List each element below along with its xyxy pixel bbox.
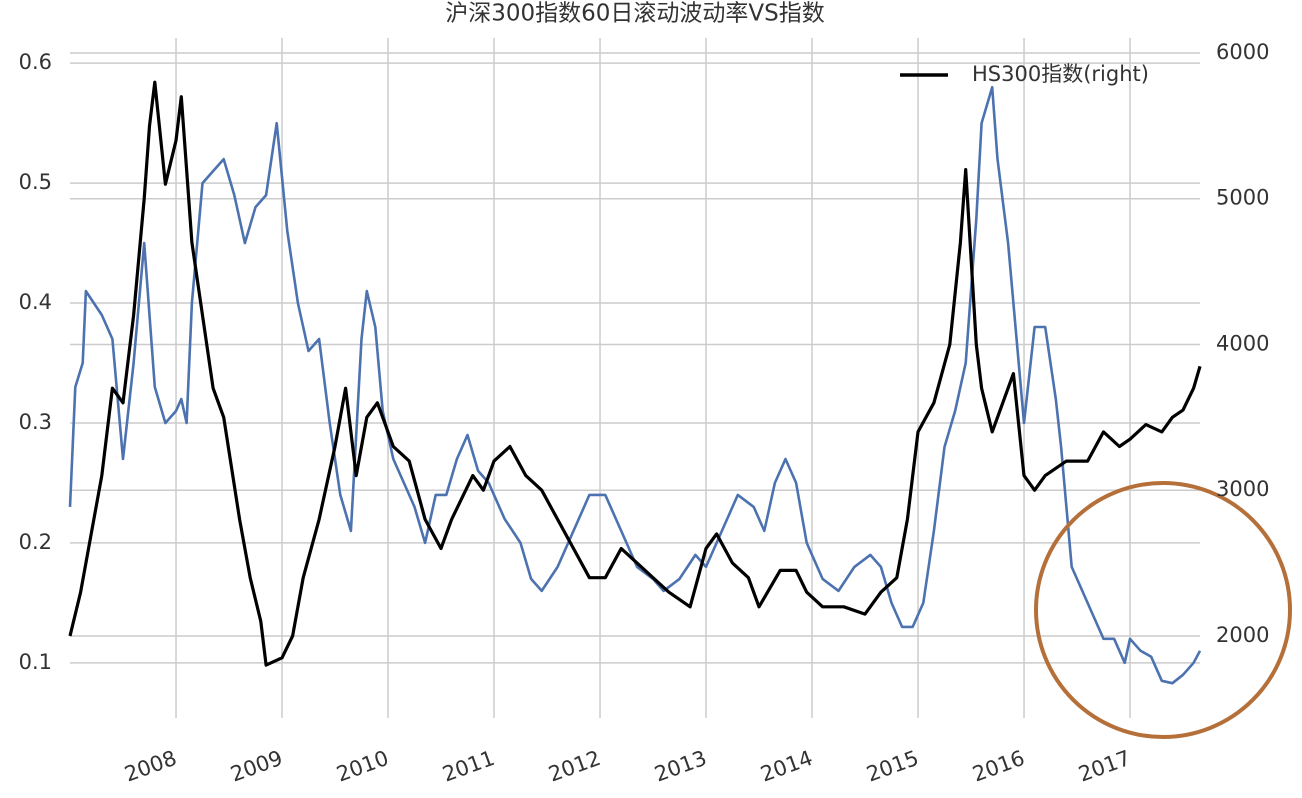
plot-area [70,38,1200,718]
y2-tick-label: 5000 [1216,186,1269,210]
y-tick-label: 0.6 [19,50,52,74]
y-tick-label: 0.1 [19,650,52,674]
x-tick-label: 2015 [863,746,921,787]
x-tick-label: 2010 [333,746,391,787]
series-line [68,80,1202,667]
chart-title: 沪深300指数60日滚动波动率VS指数 [445,1,825,27]
highlight-circle [1034,481,1292,739]
y2-tick-label: 6000 [1216,40,1269,64]
x-tick-label: 2013 [651,746,709,787]
grid [70,38,1200,718]
x-tick-label: 2011 [439,746,497,787]
y-tick-label: 0.5 [19,170,52,194]
x-tick-label: 2016 [969,746,1027,787]
legend-label: HS300指数(right) [972,62,1149,86]
y2-tick-label: 3000 [1216,477,1269,501]
series-line [68,85,1202,685]
y-tick-label: 0.3 [19,410,52,434]
x-tick-label: 2009 [227,746,285,787]
y-tick-label: 0.4 [19,290,52,314]
y-tick-label: 0.2 [19,530,52,554]
x-tick-label: 2017 [1075,746,1133,787]
x-tick-label: 2008 [121,746,179,787]
x-tick-label: 2012 [545,746,603,787]
x-tick-label: 2014 [757,746,815,787]
y2-tick-label: 2000 [1216,623,1269,647]
y2-tick-label: 4000 [1216,331,1269,355]
